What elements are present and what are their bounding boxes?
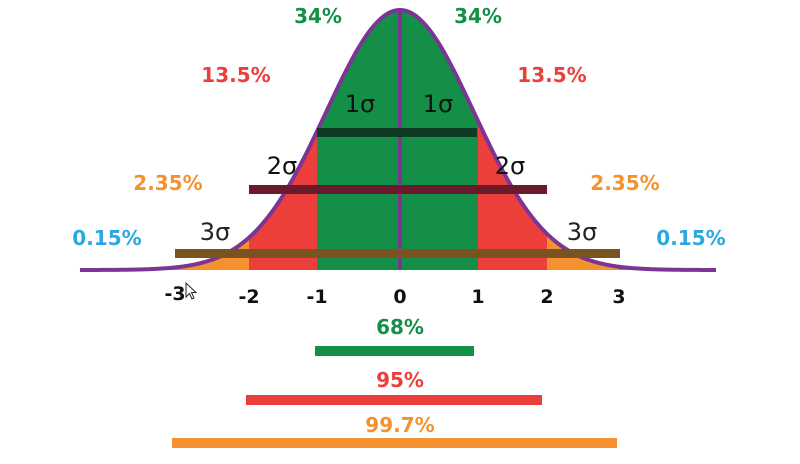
tick-0: 0 xyxy=(393,286,406,308)
sigma-2-left: 2σ xyxy=(267,152,297,180)
sigma-1-left: 1σ xyxy=(345,90,375,118)
label-2-35-left: 2.35% xyxy=(133,171,202,195)
label-13-5-left: 13.5% xyxy=(201,63,270,87)
range-95-bar xyxy=(246,395,542,405)
region-2-3-right xyxy=(547,233,619,270)
tick-neg-1: -1 xyxy=(306,286,327,308)
region-2-3-left xyxy=(175,237,249,270)
range-68-label: 68% xyxy=(376,315,424,339)
tick-3: 3 xyxy=(612,286,625,308)
label-13-5-right: 13.5% xyxy=(517,63,586,87)
two-sigma-bar xyxy=(249,185,547,194)
tick-neg-3: -3 xyxy=(164,283,185,305)
range-99-7-bar xyxy=(172,438,617,448)
label-0-15-left: 0.15% xyxy=(72,226,141,250)
tick-1: 1 xyxy=(471,286,484,308)
three-sigma-bar xyxy=(175,249,620,258)
tick-2: 2 xyxy=(540,286,553,308)
sigma-3-left: 3σ xyxy=(200,218,230,246)
region-0-1-right xyxy=(400,10,478,270)
label-34-left: 34% xyxy=(294,4,342,28)
range-99-7-label: 99.7% xyxy=(365,413,434,437)
one-sigma-bar xyxy=(317,128,477,137)
sigma-2-right: 2σ xyxy=(495,152,525,180)
mouse-cursor-icon xyxy=(185,281,198,300)
range-95-label: 95% xyxy=(376,368,424,392)
sigma-3-right: 3σ xyxy=(567,218,597,246)
tick-neg-2: -2 xyxy=(238,286,259,308)
label-0-15-right: 0.15% xyxy=(656,226,725,250)
label-2-35-right: 2.35% xyxy=(590,171,659,195)
label-34-right: 34% xyxy=(454,4,502,28)
region-0-1-left xyxy=(317,10,400,270)
sigma-1-right: 1σ xyxy=(423,90,453,118)
range-68-bar xyxy=(315,346,474,356)
